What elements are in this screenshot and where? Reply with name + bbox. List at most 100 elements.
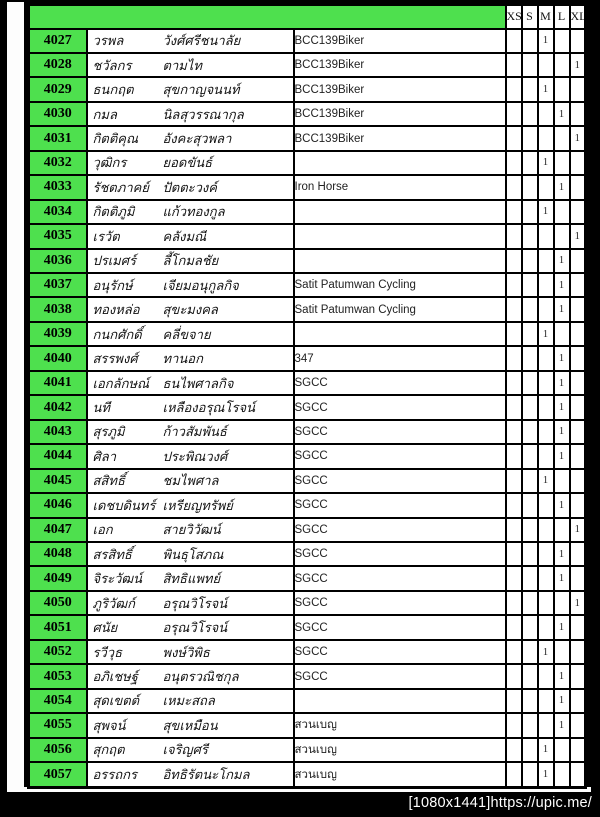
- first-name: กิตติคุณ: [92, 132, 139, 148]
- size-mark-cell: [504, 51, 523, 79]
- size-mark-cell: 1: [552, 565, 571, 592]
- table-row: 4057 อรรถกร อิทธิรัตนะโกมล สวนเบญ 1: [27, 761, 587, 789]
- size-mark-cell: [536, 394, 555, 421]
- size-mark-cell: [568, 467, 587, 495]
- table-row: 4037 อนุรักษ์ เจียมอนุกูลกิจ Satit Patumwan…: [27, 272, 587, 299]
- size-mark-cell: [536, 51, 555, 79]
- first-name: สรสิทธิ์: [92, 547, 132, 563]
- first-name: อนุรักษ์: [92, 278, 133, 294]
- size-mark-cell: 1: [552, 540, 571, 568]
- first-name: อรรถกร: [92, 768, 138, 784]
- size-mark-cell: [552, 516, 571, 544]
- name-cell: สสิทธิ์ ชมไพศาล: [85, 467, 295, 495]
- size-mark-cell: 1: [552, 296, 571, 323]
- rider-id-cell: 4032: [27, 149, 88, 177]
- size-mark-cell: 1: [568, 516, 587, 544]
- name-cell: รัชตภาคย์ ปัตตะวงค์: [85, 174, 295, 201]
- name-cell: เอกลักษณ์ ธนไพศาลกิจ: [85, 369, 295, 397]
- first-name: เอก: [92, 523, 113, 539]
- size-mark-cell: [568, 345, 587, 372]
- name-cell: สรรพงศ์ ทานอก: [85, 345, 295, 372]
- size-mark-cell: [552, 51, 571, 79]
- size-mark-cell: [568, 198, 587, 226]
- size-mark-cell: [520, 394, 539, 421]
- last-name: สุขะมงคล: [162, 303, 218, 319]
- team-cell: สวนเบญ: [292, 736, 507, 764]
- size-mark-cell: 1: [552, 418, 571, 446]
- size-mark-cell: [504, 27, 523, 54]
- size-mark-cell: [568, 492, 587, 519]
- size-mark-cell: 1: [552, 345, 571, 372]
- size-mark-cell: [536, 712, 555, 739]
- table-row: 4039 กนกศักดิ์ คลี่ขจาย 1: [27, 320, 587, 348]
- size-mark-cell: [536, 125, 555, 152]
- size-mark-cell: [504, 296, 523, 323]
- size-mark-cell: [504, 589, 523, 617]
- size-mark-cell: [520, 369, 539, 397]
- table-row: 4027 วรพล วังศ์ศรีชนาลัย BCC139Biker 1: [27, 27, 587, 54]
- size-mark-cell: [568, 712, 587, 739]
- table-row: 4054 สุดเขตต์ เหมะสถล 1: [27, 687, 587, 715]
- size-mark-cell: [504, 223, 523, 250]
- size-mark-cell: [552, 761, 571, 789]
- team-cell: BCC139Biker: [292, 27, 507, 54]
- first-name: กนกศักดิ์: [92, 327, 142, 343]
- rider-id-cell: 4035: [27, 223, 88, 250]
- table-row: 4050 ภูริวัฒก์ อรุณวิโรจน์ SGCC 1: [27, 589, 587, 617]
- table-row: 4031 กิตติคุณ อังคะสุวพลา BCC139Biker 1: [27, 125, 587, 152]
- first-name: เรวัต: [92, 229, 120, 245]
- name-cell: ภูริวัฒก์ อรุณวิโรจน์: [85, 589, 295, 617]
- last-name: ตามไท: [162, 58, 202, 74]
- size-mark-cell: [536, 492, 555, 519]
- team-cell: SGCC: [292, 492, 507, 519]
- size-mark-cell: 1: [536, 320, 555, 348]
- last-name: เจียมอนุกูลกิจ: [162, 278, 239, 294]
- team-cell: SGCC: [292, 443, 507, 470]
- table-row: 4032 วุฒิกร ยอดขันธ์ 1: [27, 149, 587, 177]
- size-mark-cell: [568, 100, 587, 128]
- size-mark-cell: [520, 761, 539, 789]
- team-cell: SGCC: [292, 540, 507, 568]
- last-name: ก้าวสัมพันธ์: [162, 425, 227, 441]
- size-mark-cell: [536, 418, 555, 446]
- size-mark-cell: 1: [552, 614, 571, 641]
- size-mark-cell: [568, 663, 587, 690]
- size-mark-cell: [520, 589, 539, 617]
- first-name: สุพจน์: [92, 718, 126, 734]
- size-mark-cell: 1: [552, 394, 571, 421]
- size-mark-cell: [520, 712, 539, 739]
- first-name: รวีวุธ: [92, 645, 123, 661]
- size-mark-cell: [520, 27, 539, 54]
- column-header-m: M: [536, 3, 555, 30]
- size-mark-cell: [520, 223, 539, 250]
- size-mark-cell: [568, 369, 587, 397]
- table-row: 4041 เอกลักษณ์ ธนไพศาลกิจ SGCC 1: [27, 369, 587, 397]
- size-mark-cell: [520, 247, 539, 275]
- last-name: ทานอก: [162, 352, 203, 368]
- team-cell: [292, 198, 507, 226]
- table-header: XS S M L XL: [27, 3, 587, 30]
- table-row: 4053 อภิเชษฐ์ อนุตรวณิชกุล SGCC 1: [27, 663, 587, 690]
- rider-id-cell: 4053: [27, 663, 88, 690]
- size-mark-cell: [504, 418, 523, 446]
- size-mark-cell: [520, 149, 539, 177]
- size-mark-cell: [520, 638, 539, 666]
- size-mark-cell: [520, 540, 539, 568]
- team-cell: 347: [292, 345, 507, 372]
- table-row: 4056 สุกฤต เจริญศรี สวนเบญ 1: [27, 736, 587, 764]
- size-mark-cell: [552, 149, 571, 177]
- team-cell: SGCC: [292, 394, 507, 421]
- team-cell: สวนเบญ: [292, 712, 507, 739]
- rider-id-cell: 4045: [27, 467, 88, 495]
- column-header-l: L: [552, 3, 571, 30]
- size-mark-cell: [520, 492, 539, 519]
- size-mark-cell: 1: [536, 76, 555, 103]
- team-cell: SGCC: [292, 589, 507, 617]
- size-mark-cell: 1: [536, 467, 555, 495]
- rider-id-cell: 4044: [27, 443, 88, 470]
- size-mark-cell: [504, 687, 523, 715]
- rider-id-cell: 4028: [27, 51, 88, 79]
- size-mark-cell: [504, 467, 523, 495]
- team-cell: SGCC: [292, 369, 507, 397]
- size-mark-cell: [504, 247, 523, 275]
